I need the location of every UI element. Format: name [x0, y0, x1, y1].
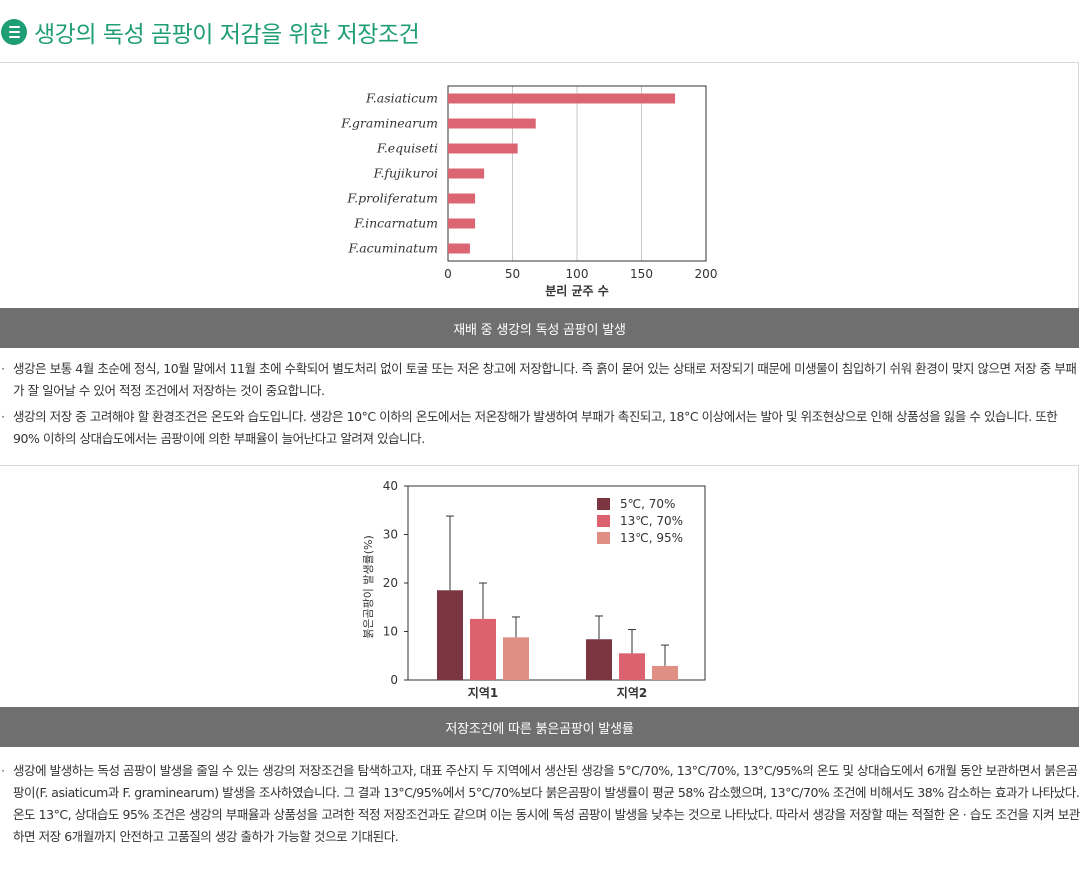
x-tick-label: 200 — [695, 267, 718, 281]
paragraph-list-1: 생강은 보통 4월 초순에 정식, 10월 말에서 11월 초에 수확되어 별도… — [0, 358, 1080, 454]
bar — [586, 639, 612, 680]
y-tick-label: 10 — [383, 625, 398, 639]
y-tick-label: 20 — [383, 576, 398, 590]
x-tick-label: 지역2 — [617, 685, 647, 700]
x-tick-label: 150 — [630, 267, 653, 281]
paragraph: 생강에 발생하는 독성 곰팡이 발생을 줄일 수 있는 생강의 저장조건을 탐색… — [0, 760, 1080, 848]
bar — [448, 243, 470, 254]
fungi-isolation-chart: F.asiaticum F.graminearum F.equiseti F.fuji… — [340, 85, 718, 298]
legend-swatch — [597, 498, 610, 510]
category-label: F.fujikuroi — [373, 166, 438, 181]
category-label: F.proliferatum — [346, 191, 438, 206]
y-axis-label: 붉은곰팡이 발생률(%) — [362, 535, 375, 639]
bar — [470, 618, 496, 680]
bar — [448, 93, 676, 104]
bar — [652, 665, 678, 680]
legend-label: 13℃, 70% — [620, 514, 683, 528]
paragraph: 생강은 보통 4월 초순에 정식, 10월 말에서 11월 초에 수확되어 별도… — [0, 358, 1080, 402]
bar — [448, 168, 485, 179]
y-tick-label: 30 — [383, 528, 398, 542]
paragraph-list-2: 생강에 발생하는 독성 곰팡이 발생을 줄일 수 있는 생강의 저장조건을 탐색… — [0, 760, 1080, 852]
y-tick-label: 0 — [390, 673, 398, 687]
legend-label: 5℃, 70% — [620, 497, 675, 511]
bar — [503, 637, 529, 680]
x-tick-label: 0 — [444, 267, 452, 281]
page-title: 생강의 독성 곰팡이 저감을 위한 저장조건 — [34, 22, 420, 48]
chart2-panel: 0 10 20 30 40 지역1 지역2 붉은곰팡이 발생률(%) 5℃, 70% 13℃, 7… — [0, 465, 1079, 709]
x-tick-label: 50 — [505, 267, 520, 281]
x-axis-label: 분리 균주 수 — [545, 283, 609, 298]
section-header: 생강의 독성 곰팡이 저감을 위한 저장조건 — [0, 14, 420, 50]
legend-label: 13℃, 95% — [620, 531, 683, 545]
x-tick-label: 지역1 — [468, 685, 498, 700]
x-tick-label: 100 — [566, 267, 589, 281]
legend-swatch — [597, 515, 610, 527]
bar — [448, 218, 476, 229]
category-label: F.graminearum — [340, 116, 438, 131]
chart1-panel: F.asiaticum F.graminearum F.equiseti F.fuji… — [0, 62, 1079, 310]
list-icon — [1, 19, 27, 45]
storage-condition-chart: 0 10 20 30 40 지역1 지역2 붉은곰팡이 발생률(%) 5℃, 70% 13℃, 7… — [362, 479, 706, 700]
bar — [448, 118, 536, 129]
bar — [448, 143, 518, 154]
bar — [619, 653, 645, 680]
bar — [437, 590, 463, 680]
chart1-caption: 재배 중 생강의 독성 곰팡이 발생 — [0, 308, 1079, 348]
chart2-caption: 저장조건에 따른 붉은곰팡이 발생률 — [0, 707, 1079, 747]
category-label: F.acuminatum — [348, 241, 438, 256]
legend-swatch — [597, 532, 610, 544]
category-label: F.incarnatum — [353, 216, 438, 231]
category-label: F.equiseti — [376, 141, 438, 156]
paragraph: 생강의 저장 중 고려해야 할 환경조건은 온도와 습도입니다. 생강은 10°… — [0, 406, 1080, 450]
category-label: F.asiaticum — [365, 91, 438, 106]
bar — [448, 193, 476, 204]
y-tick-label: 40 — [383, 479, 398, 493]
